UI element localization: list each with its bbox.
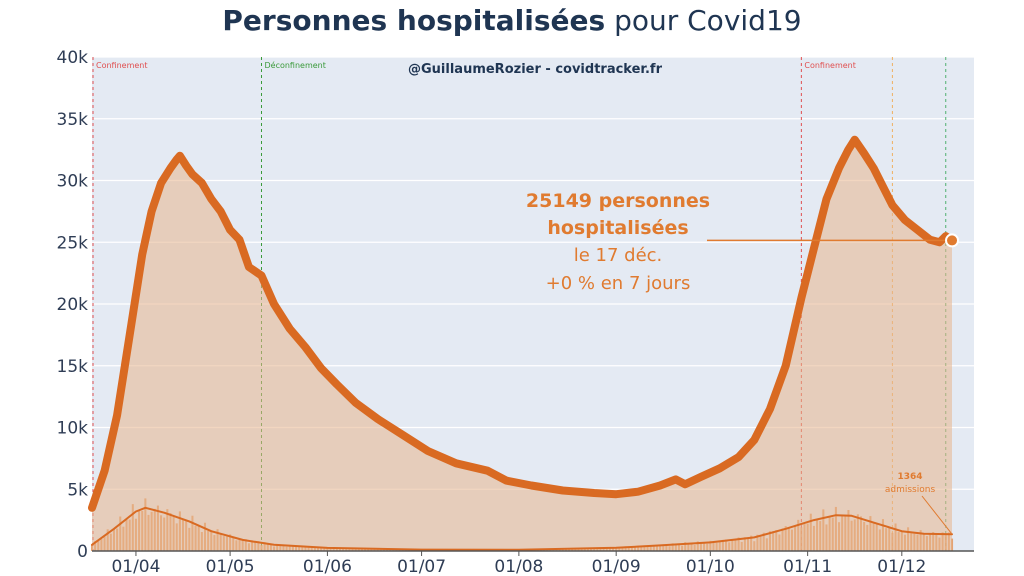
- annotation-line1: 25149 personnes: [526, 190, 710, 212]
- annotation-line4: +0 % en 7 jours: [546, 273, 691, 294]
- x-tick-label: 01/09: [592, 557, 641, 576]
- x-tick-label: 01/11: [783, 557, 832, 576]
- event-label: Déconfinement: [264, 60, 325, 70]
- admissions-line: [91, 506, 953, 551]
- y-tick-label: 0: [77, 542, 88, 562]
- x-tick-label: 01/05: [206, 557, 255, 576]
- y-tick-label: 30k: [57, 172, 89, 192]
- x-tick-label: 01/10: [686, 557, 735, 576]
- chart-credit: @GuillaumeRozier - covidtracker.fr: [408, 62, 663, 77]
- chart-title-bold: Personnes hospitalisées: [222, 4, 606, 37]
- admissions-leader-line: [921, 495, 953, 535]
- admissions-label: admissions: [885, 485, 936, 495]
- last-value-marker: [945, 233, 960, 248]
- x-tick-label: 01/07: [397, 557, 446, 576]
- y-tick-label: 10k: [57, 419, 89, 439]
- admissions-value: 1364: [897, 472, 922, 482]
- annotation-line3: le 17 déc.: [574, 245, 663, 266]
- admissions-annotation: 1364 admissions: [885, 472, 953, 535]
- series-areas: [92, 139, 952, 551]
- hospitalisation-line: [88, 135, 956, 512]
- admission-bar: [951, 538, 954, 551]
- series-lines: [88, 135, 956, 551]
- x-tick-label: 01/04: [111, 557, 160, 576]
- last-value-annotation: 25149 personnes hospitalisées le 17 déc.…: [526, 190, 960, 294]
- y-tick-label: 35k: [57, 110, 89, 130]
- event-label: Confinement: [96, 61, 148, 70]
- annotation-line2: hospitalisées: [547, 217, 688, 239]
- x-tick-label: 01/08: [494, 557, 543, 576]
- hospitalisation-area: [92, 139, 952, 551]
- x-axis-ticks: 01/04 01/05 01/06 01/07 01/08 01/09 01/10 01/11…: [111, 551, 926, 576]
- y-tick-label: 15k: [57, 357, 89, 377]
- event-label: Confinement: [804, 61, 856, 70]
- y-axis-ticks: 0 5k 10k 15k 20k 25k 30k 35k 40k: [57, 48, 89, 562]
- y-tick-label: 40k: [57, 48, 89, 68]
- chart-title-rest: pour Covid19: [605, 4, 802, 37]
- x-tick-label: 01/12: [877, 557, 926, 576]
- y-tick-label: 5k: [67, 480, 88, 500]
- y-tick-label: 20k: [57, 295, 89, 315]
- x-tick-label: 01/06: [303, 557, 352, 576]
- chart-title: Personnes hospitalisées pour Covid19: [0, 4, 1024, 37]
- y-tick-label: 25k: [57, 233, 89, 253]
